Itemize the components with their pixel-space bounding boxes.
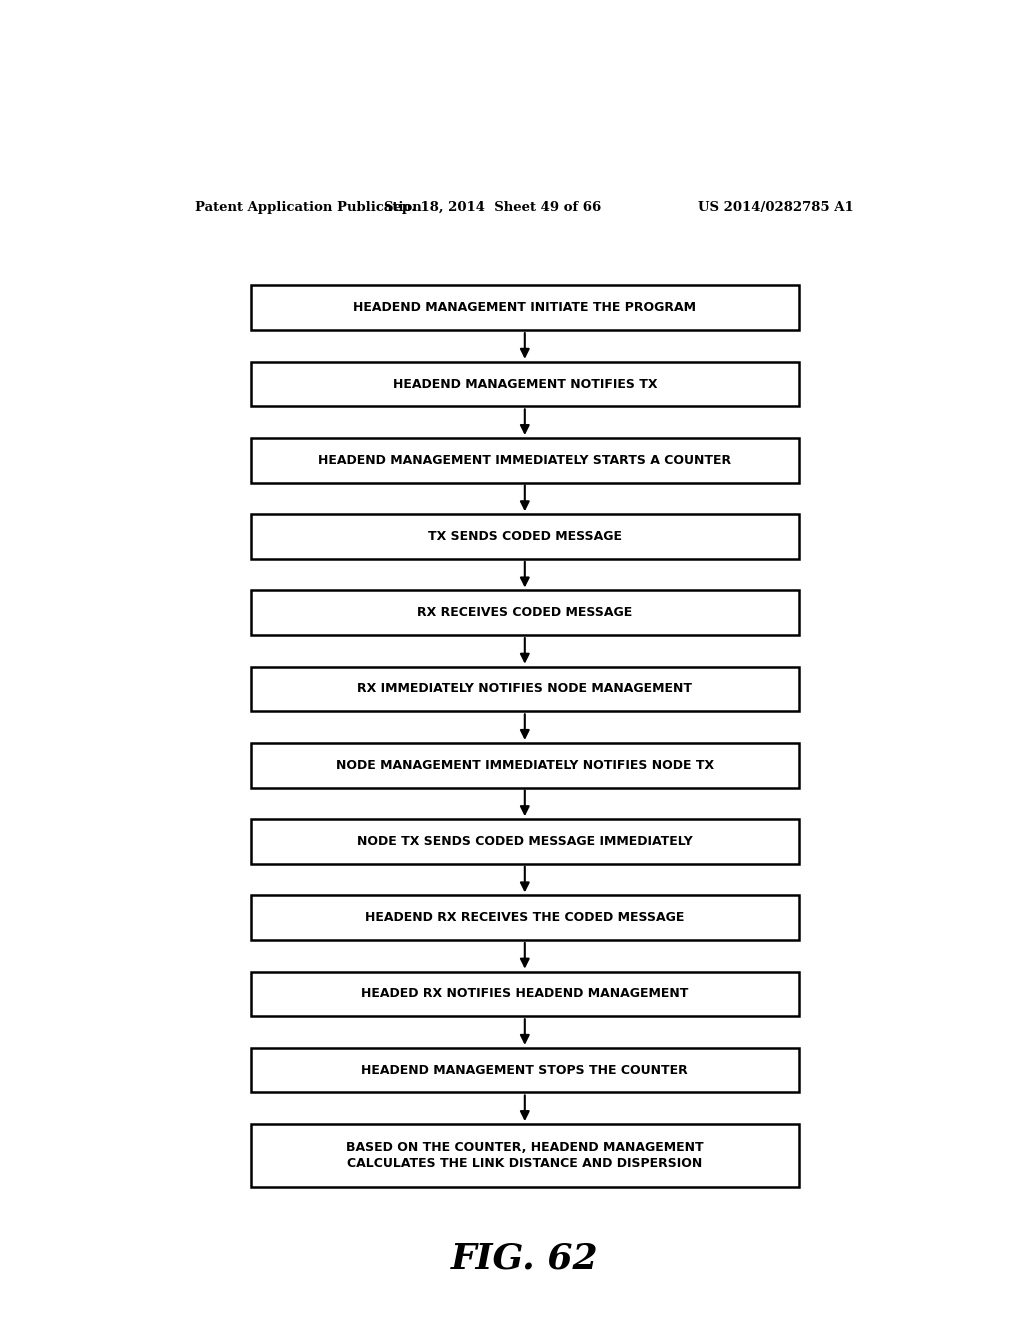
Bar [251,972,799,1016]
Bar [251,743,799,788]
Bar [251,285,799,330]
Bar [251,590,799,635]
Bar [251,667,799,711]
Text: HEADEND MANAGEMENT IMMEDIATELY STARTS A COUNTER: HEADEND MANAGEMENT IMMEDIATELY STARTS A … [318,454,731,467]
Text: FIG. 62: FIG. 62 [451,1241,599,1275]
Bar [251,438,799,483]
Text: RX IMMEDIATELY NOTIFIES NODE MANAGEMENT: RX IMMEDIATELY NOTIFIES NODE MANAGEMENT [357,682,692,696]
Bar [251,513,799,558]
Text: HEADEND MANAGEMENT INITIATE THE PROGRAM: HEADEND MANAGEMENT INITIATE THE PROGRAM [353,301,696,314]
Text: Sep. 18, 2014  Sheet 49 of 66: Sep. 18, 2014 Sheet 49 of 66 [384,201,602,214]
Text: NODE TX SENDS CODED MESSAGE IMMEDIATELY: NODE TX SENDS CODED MESSAGE IMMEDIATELY [357,836,692,847]
Text: TX SENDS CODED MESSAGE: TX SENDS CODED MESSAGE [428,531,622,543]
Bar [251,818,799,863]
Text: HEADEND MANAGEMENT NOTIFIES TX: HEADEND MANAGEMENT NOTIFIES TX [392,378,657,391]
Bar [251,1123,799,1187]
Text: HEADEND MANAGEMENT STOPS THE COUNTER: HEADEND MANAGEMENT STOPS THE COUNTER [361,1064,688,1077]
Text: RX RECEIVES CODED MESSAGE: RX RECEIVES CODED MESSAGE [417,606,633,619]
Text: BASED ON THE COUNTER, HEADEND MANAGEMENT
CALCULATES THE LINK DISTANCE AND DISPER: BASED ON THE COUNTER, HEADEND MANAGEMENT… [346,1140,703,1171]
Bar [251,1048,799,1093]
Text: HEADEND RX RECEIVES THE CODED MESSAGE: HEADEND RX RECEIVES THE CODED MESSAGE [366,911,684,924]
Bar [251,895,799,940]
Text: Patent Application Publication: Patent Application Publication [196,201,422,214]
Bar [251,362,799,407]
Text: US 2014/0282785 A1: US 2014/0282785 A1 [698,201,854,214]
Text: NODE MANAGEMENT IMMEDIATELY NOTIFIES NODE TX: NODE MANAGEMENT IMMEDIATELY NOTIFIES NOD… [336,759,714,772]
Text: HEADED RX NOTIFIES HEADEND MANAGEMENT: HEADED RX NOTIFIES HEADEND MANAGEMENT [361,987,688,1001]
